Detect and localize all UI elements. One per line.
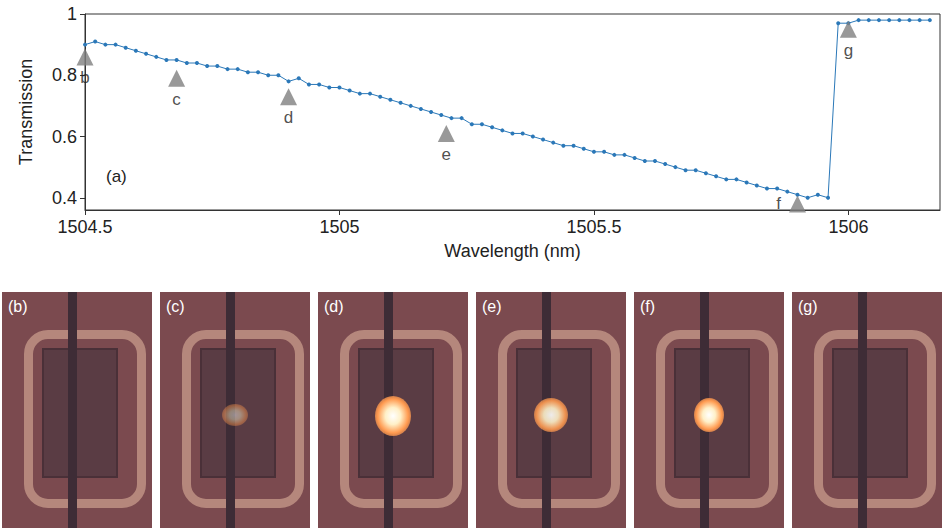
svg-text:b: b: [80, 68, 89, 87]
html-text:(b): (b): [8, 298, 28, 315]
svg-text:c: c: [172, 90, 181, 109]
svg-text:0.4: 0.4: [52, 188, 77, 208]
svg-text:(a): (a): [106, 167, 127, 186]
svg-text:1505.5: 1505.5: [566, 217, 621, 237]
svg-text:0.8: 0.8: [52, 65, 77, 85]
svg-text:Wavelength (nm): Wavelength (nm): [444, 241, 580, 261]
svg-text:1506: 1506: [828, 217, 868, 237]
svg-text:f: f: [776, 194, 781, 213]
svg-text:d: d: [284, 108, 293, 127]
html-text:(g): (g): [798, 298, 818, 315]
svg-text:1504.5: 1504.5: [57, 217, 112, 237]
html-text:(e): (e): [482, 298, 502, 315]
svg-text:e: e: [442, 145, 451, 164]
svg-text:1: 1: [67, 4, 77, 24]
html-text:(f): (f): [640, 298, 656, 315]
svg-text:Transmission: Transmission: [16, 59, 36, 165]
svg-text:1505: 1505: [319, 217, 359, 237]
html-text:(c): (c): [166, 298, 185, 315]
svg-text:0.6: 0.6: [52, 127, 77, 147]
svg-text:g: g: [844, 41, 853, 60]
html-text:(d): (d): [324, 298, 344, 315]
